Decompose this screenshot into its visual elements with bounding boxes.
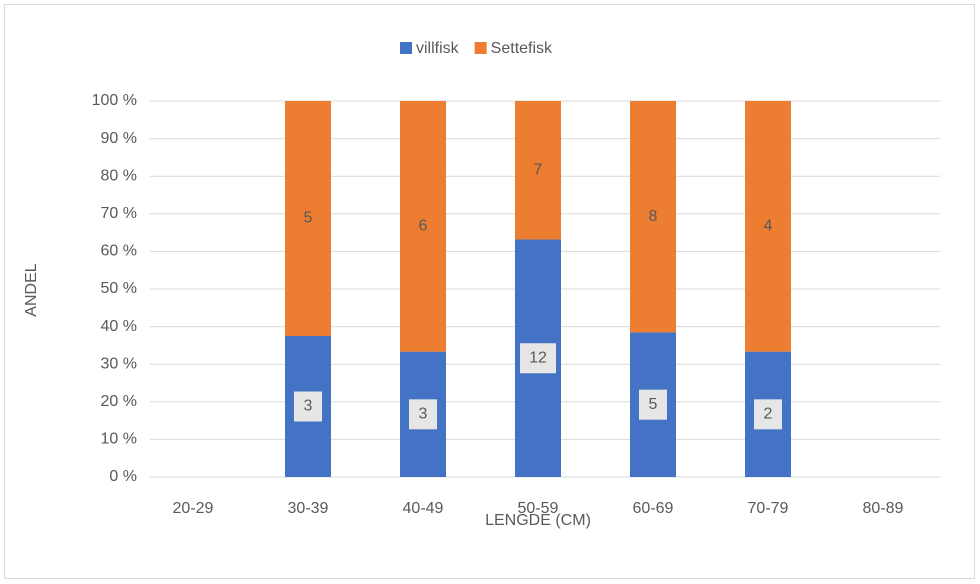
y-tick-label: 100 % — [92, 92, 137, 109]
legend-label: villfisk — [416, 40, 460, 57]
y-tick-label: 90 % — [101, 130, 137, 147]
data-label: 6 — [419, 218, 428, 235]
data-label: 12 — [529, 349, 547, 366]
legend-swatch — [474, 42, 487, 54]
data-label: 4 — [764, 218, 773, 235]
data-label: 3 — [304, 398, 313, 415]
x-tick-label: 60-69 — [633, 500, 674, 517]
y-tick-label: 80 % — [101, 167, 137, 184]
y-tick-label: 10 % — [101, 431, 137, 448]
data-label: 3 — [419, 406, 428, 423]
x-tick-label: 40-49 — [403, 500, 444, 517]
data-label-box — [409, 399, 437, 430]
data-label: 8 — [649, 208, 658, 225]
data-label: 7 — [534, 161, 543, 178]
y-tick-label: 20 % — [101, 393, 137, 410]
bar-segment — [630, 101, 676, 333]
y-tick-label: 60 % — [101, 243, 137, 260]
data-label-box — [294, 391, 322, 422]
y-tick-label: 30 % — [101, 355, 137, 372]
legend-swatch — [400, 42, 412, 54]
chart-frame — [4, 4, 975, 579]
data-label-box — [639, 389, 667, 420]
x-tick-label: 70-79 — [748, 500, 789, 517]
y-tick-label: 50 % — [101, 280, 137, 297]
y-tick-label: 0 % — [109, 468, 137, 485]
x-tick-label: 80-89 — [863, 500, 904, 517]
y-tick-label: 40 % — [101, 318, 137, 335]
bar-segment — [285, 101, 331, 336]
x-tick-label: 20-29 — [173, 500, 214, 517]
x-tick-label: 30-39 — [288, 500, 329, 517]
data-label-box — [754, 399, 782, 430]
data-label: 5 — [649, 396, 658, 413]
x-tick-label: 50-59 — [518, 500, 559, 517]
bar-segment — [515, 101, 561, 240]
y-tick-label: 70 % — [101, 205, 137, 222]
y-axis-title: ANDEL — [23, 263, 40, 316]
bar-segment — [400, 101, 446, 352]
data-label-box — [520, 343, 556, 374]
legend-label: Settefisk — [491, 40, 553, 57]
data-label: 2 — [764, 406, 773, 423]
x-axis-title: LENGDE (CM) — [485, 512, 591, 529]
bar-segment — [745, 101, 791, 352]
data-label: 5 — [304, 210, 313, 227]
